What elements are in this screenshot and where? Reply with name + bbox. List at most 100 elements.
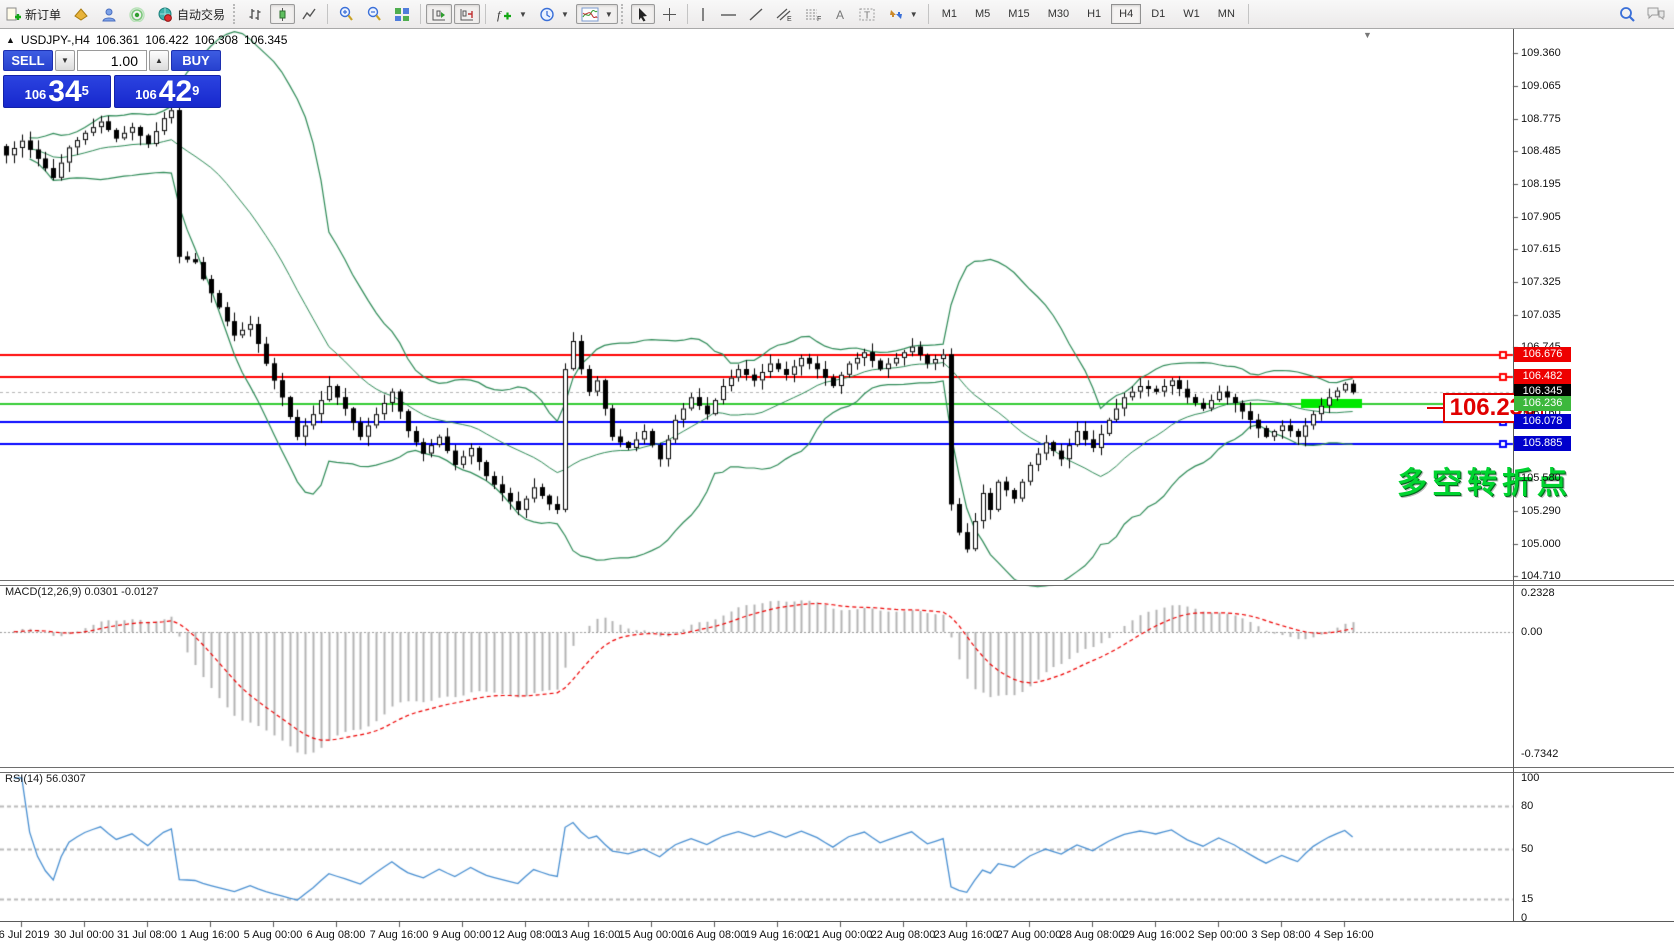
indicators-icon: f: [496, 7, 513, 22]
date-axis-tick: 21 Aug 00:00: [807, 929, 873, 941]
search-icon[interactable]: [1619, 6, 1636, 23]
sell-price-display[interactable]: 106 34 5: [3, 75, 111, 108]
zoom-out-icon: [366, 6, 382, 22]
tile-windows-icon: [394, 7, 410, 22]
arrows-button[interactable]: ▼: [883, 4, 923, 24]
line-chart-button[interactable]: [297, 4, 322, 24]
svg-text:F: F: [817, 16, 821, 22]
text-button[interactable]: A: [829, 4, 852, 24]
candlestick-button[interactable]: [270, 4, 296, 24]
chart-shift-button[interactable]: [454, 4, 481, 24]
crosshair-icon: [662, 7, 677, 22]
line-chart-icon: [302, 7, 317, 22]
date-axis-tick: 30 Jul 00:00: [54, 929, 114, 941]
timeframe-m1[interactable]: M1: [941, 8, 957, 20]
templates-button[interactable]: ▼: [575, 4, 618, 24]
vertical-line-button[interactable]: [693, 4, 713, 24]
toolbar-drag-handle[interactable]: [620, 4, 628, 24]
macd-indicator-label: MACD(12,26,9) 0.0301 -0.0127: [5, 586, 159, 598]
metaeditor-button[interactable]: [68, 4, 94, 24]
horizontal-line-button[interactable]: [715, 4, 742, 24]
trendline-button[interactable]: [744, 4, 769, 24]
fibonacci-icon: F: [805, 7, 822, 22]
price-axis-tick: 105.000: [1521, 538, 1561, 550]
date-axis-tick: 31 Jul 08:00: [117, 929, 177, 941]
signals-button[interactable]: [124, 4, 150, 24]
price-axis-tick: 109.360: [1521, 47, 1561, 59]
text-label-button[interactable]: T: [854, 4, 881, 24]
fibonacci-button[interactable]: F: [800, 4, 827, 24]
date-axis-tick: 6 Aug 08:00: [306, 929, 366, 941]
price-callout-tick: [1427, 407, 1443, 409]
date-axis-tick: 3 Sep 08:00: [1251, 929, 1311, 941]
signals-icon: [129, 6, 145, 22]
date-axis-tick: 26 Jul 2019: [0, 929, 50, 941]
buy-price-pip: 9: [192, 83, 200, 98]
timeframe-w1[interactable]: W1: [1183, 8, 1200, 20]
price-axis-tick: 107.035: [1521, 309, 1561, 321]
trade-panel-collapse-icon[interactable]: ▲: [6, 35, 15, 45]
profile-icon: [101, 7, 117, 22]
buy-button[interactable]: BUY: [171, 50, 221, 71]
timeframe-mn[interactable]: MN: [1217, 8, 1235, 20]
rsi-panel-separator[interactable]: [0, 767, 1674, 773]
volume-decrease-button[interactable]: ▼: [55, 50, 75, 71]
date-axis-tick: 29 Aug 16:00: [1122, 929, 1188, 941]
toolbar-drag-handle[interactable]: [233, 4, 240, 24]
chevron-down-icon: ▼: [909, 9, 918, 19]
price-tag-105.885: 105.885: [1514, 436, 1571, 451]
channel-button[interactable]: E: [771, 4, 798, 24]
cursor-button[interactable]: [630, 4, 655, 24]
new-order-button[interactable]: 新订单: [1, 4, 66, 24]
date-axis-tick: 13 Aug 16:00: [555, 929, 621, 941]
timeframe-m5[interactable]: M5: [975, 8, 991, 20]
price-axis-tick: 105.290: [1521, 505, 1561, 517]
macd-axis-tick: -0.7342: [1521, 748, 1559, 760]
timeframe-m30[interactable]: M30: [1047, 8, 1070, 20]
timeframe-h4[interactable]: H4: [1111, 4, 1142, 24]
ohlc-low: 106.308: [194, 33, 239, 47]
volume-input[interactable]: 1.00: [77, 50, 147, 71]
sell-button[interactable]: SELL: [3, 50, 53, 71]
price-tag-106.236: 106.236: [1514, 396, 1571, 411]
timeframe-group: M1 M5 M15 M30 H1 H4 D1 W1 MN: [933, 0, 1244, 28]
price-tag-106.676: 106.676: [1514, 347, 1571, 362]
date-axis-tick: 22 Aug 08:00: [870, 929, 936, 941]
trendline-icon: [749, 7, 764, 22]
volume-increase-button[interactable]: ▲: [149, 50, 169, 71]
auto-scroll-button[interactable]: [426, 4, 453, 24]
crosshair-button[interactable]: [657, 4, 682, 24]
date-axis-tick: 16 Aug 08:00: [681, 929, 747, 941]
timeframe-m15[interactable]: M15: [1008, 8, 1030, 20]
chat-icon[interactable]: [1646, 6, 1666, 22]
text-icon: A: [834, 7, 847, 22]
price-axis-tick: 108.485: [1521, 145, 1561, 157]
price-tag-106.078: 106.078: [1514, 414, 1571, 429]
svg-text:f: f: [497, 8, 502, 22]
zoom-in-button[interactable]: [333, 4, 359, 24]
indicators-button[interactable]: f ▼: [491, 4, 532, 24]
bar-chart-button[interactable]: [243, 4, 268, 24]
ohlc-high: 106.422: [145, 33, 189, 47]
tile-windows-button[interactable]: [389, 4, 415, 24]
profile-button[interactable]: [96, 4, 122, 24]
chevron-down-icon: ▼: [560, 9, 569, 19]
buy-price-display[interactable]: 106 42 9: [113, 75, 221, 108]
date-axis-tick: 27 Aug 00:00: [996, 929, 1062, 941]
timeframe-d1[interactable]: D1: [1151, 8, 1166, 20]
svg-text:A: A: [836, 8, 844, 22]
rsi-axis-tick: 100: [1521, 772, 1540, 784]
chart-shift-icon: [459, 7, 475, 22]
one-click-trading-panel: SELL ▼ 1.00 ▲ BUY 106 34 5 106 42 9: [3, 50, 221, 108]
macd-axis-tick: 0.00: [1521, 626, 1543, 638]
pivot-note-text[interactable]: 多空转折点: [1397, 467, 1572, 500]
svg-text:E: E: [787, 16, 792, 22]
autotrade-button[interactable]: 自动交易: [152, 4, 230, 24]
metaeditor-icon: [73, 7, 89, 22]
date-axis-tick: 1 Aug 16:00: [180, 929, 240, 941]
zoom-out-button[interactable]: [361, 4, 387, 24]
periods-button[interactable]: ▼: [534, 4, 574, 24]
timeframe-h1[interactable]: H1: [1087, 8, 1102, 20]
macd-panel-separator[interactable]: [0, 580, 1674, 586]
